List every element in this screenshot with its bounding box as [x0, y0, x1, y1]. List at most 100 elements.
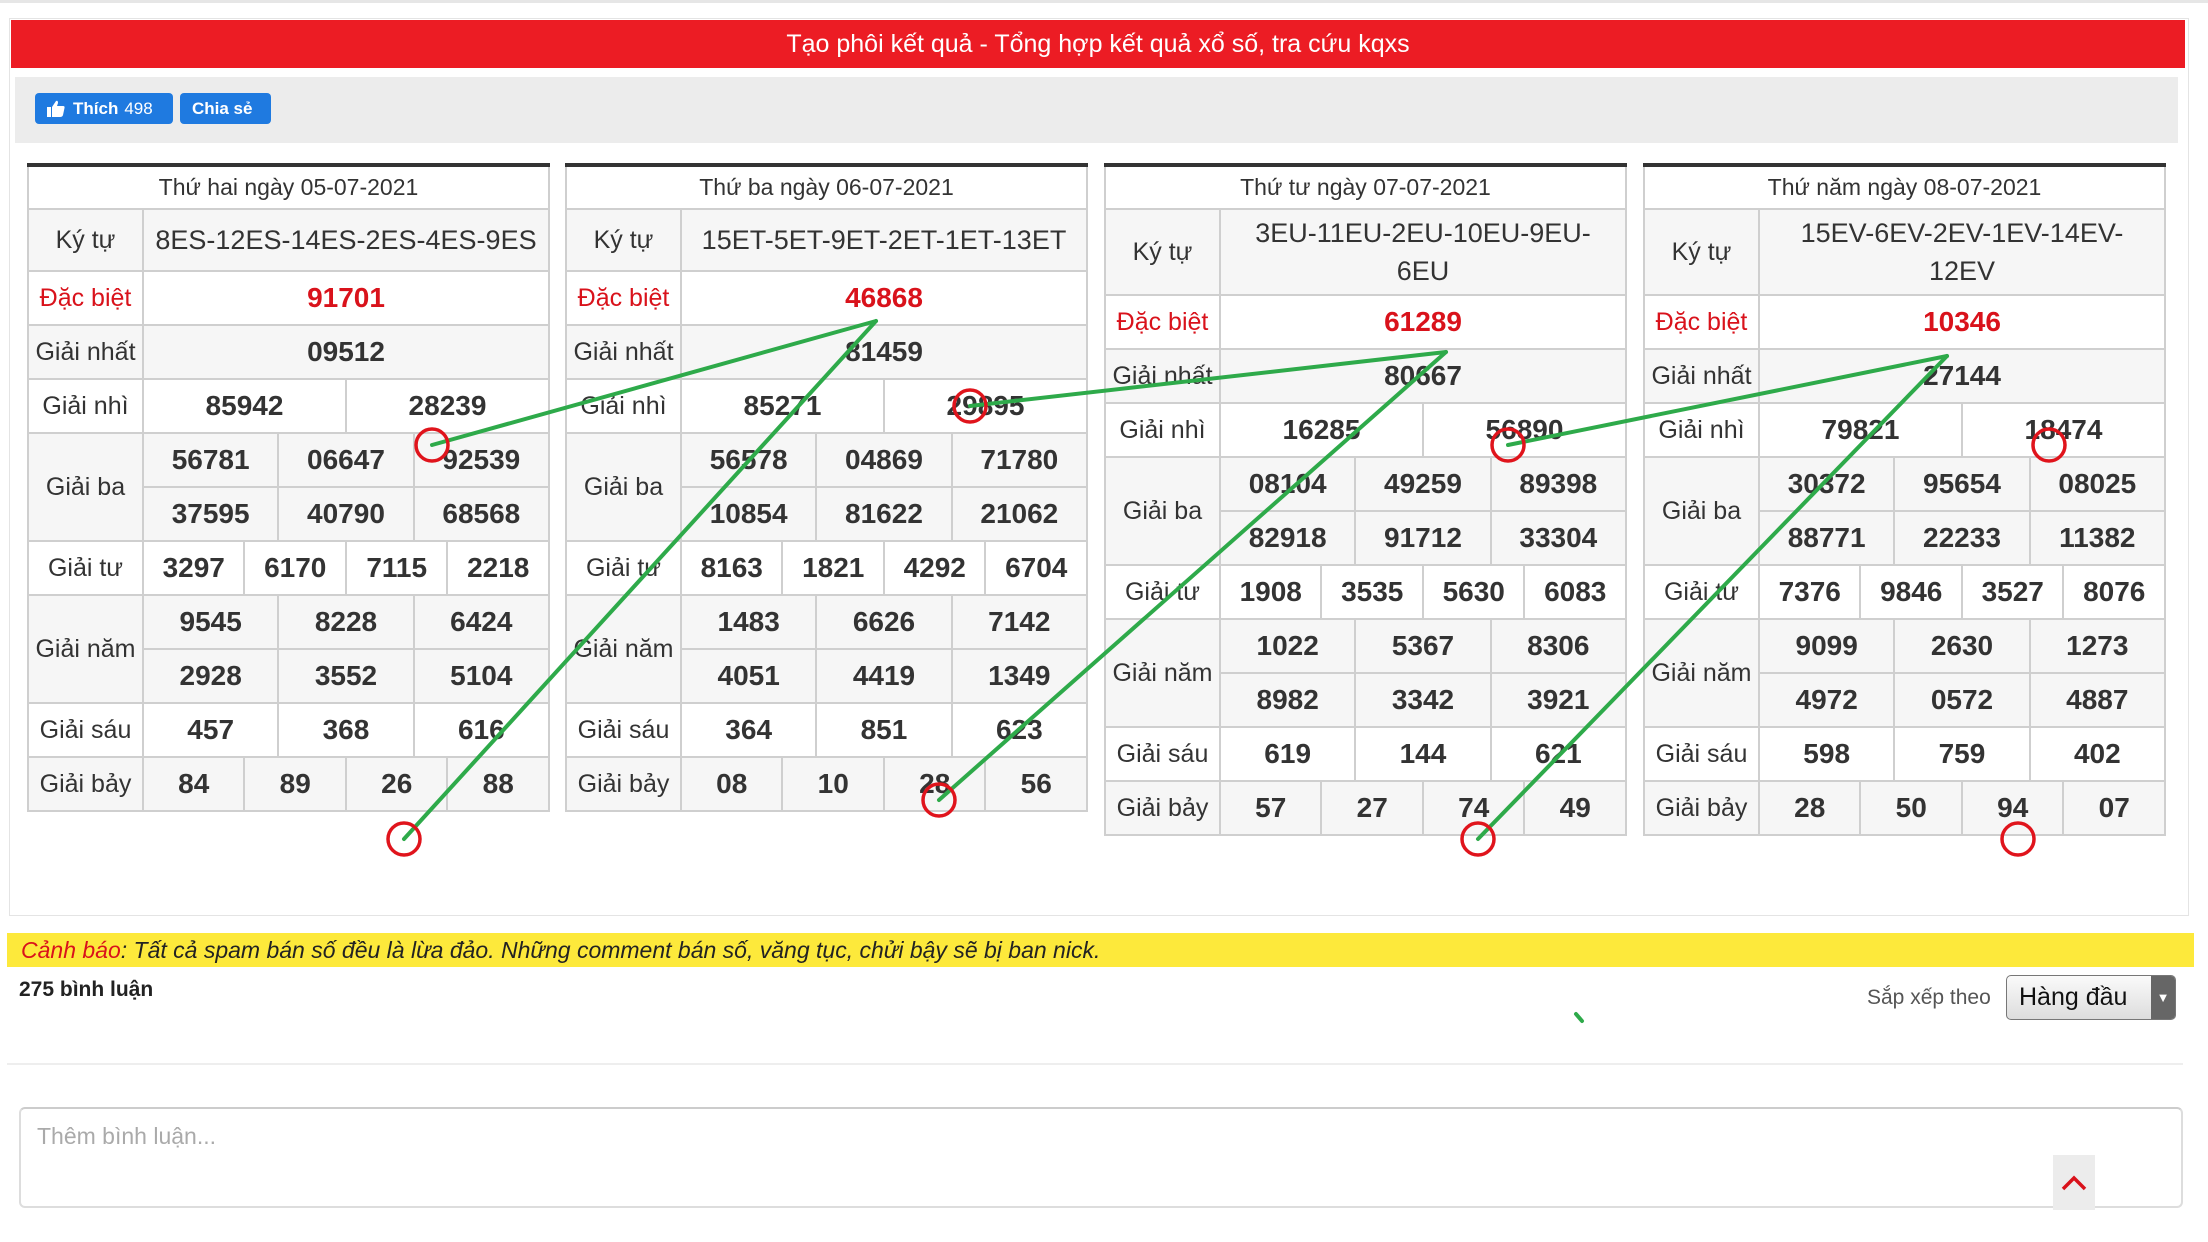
- share-button[interactable]: Chia sẻ: [180, 93, 271, 124]
- prize-ba-value: 06647: [277, 432, 415, 488]
- like-label: Thích: [73, 98, 119, 118]
- row-label-nam: Giải năm: [1643, 618, 1760, 728]
- prize-tu-value: 7115: [344, 540, 449, 596]
- prize-tu-value: 8163: [679, 540, 784, 596]
- sort-select[interactable]: Hàng đầu ▼: [2006, 975, 2176, 1020]
- prize-tu-value: 6083: [1523, 564, 1627, 620]
- scroll-to-top-button[interactable]: [2053, 1155, 2095, 1210]
- row-label-tu: Giải tư: [565, 540, 682, 596]
- prize-sau-value: 759: [1893, 726, 2031, 782]
- prize-bay-value: 10: [781, 756, 885, 812]
- prize-bay-value: 94: [1960, 780, 2065, 836]
- dropdown-arrow-icon: ▼: [2151, 976, 2175, 1019]
- prize-ba-value: 68568: [412, 486, 551, 542]
- row-label-tu: Giải tư: [1104, 564, 1221, 620]
- row-label-nam: Giải năm: [27, 594, 144, 704]
- row-label-ky-tu: Ký tự: [1104, 208, 1221, 296]
- prize-nam-value: 9545: [141, 594, 280, 650]
- special-prize-value: 91701: [142, 270, 550, 326]
- prize-nam-value: 8228: [277, 594, 415, 650]
- row-label-dac-biet: Đặc biệt: [1643, 294, 1760, 350]
- first-prize-value: 81459: [680, 324, 1088, 380]
- prize-sau-value: 598: [1757, 726, 1896, 782]
- prize-ba-value: 56781: [141, 432, 280, 488]
- prize-nam-value: 3342: [1354, 672, 1492, 728]
- prize-nhi-value: 79821: [1758, 402, 1963, 458]
- result-table: Thứ ba ngày 06-07-2021 Ký tự 15ET-5ET-9ET-…: [565, 163, 1089, 812]
- table-date-header: Thứ ba ngày 06-07-2021: [565, 164, 1088, 210]
- prize-ba-value: 22233: [1893, 510, 2031, 566]
- prize-tu-value: 1908: [1218, 564, 1323, 620]
- row-label-giai-nhat: Giải nhất: [1104, 348, 1221, 404]
- prize-tu-value: 2218: [446, 540, 550, 596]
- prize-nam-value: 3552: [277, 648, 415, 704]
- row-label-bay: Giải bảy: [27, 756, 144, 812]
- thumbs-up-icon: [47, 100, 65, 117]
- prize-tu-value: 4292: [882, 540, 987, 596]
- prize-nam-value: 4419: [815, 648, 953, 704]
- prize-nam-value: 4972: [1757, 672, 1896, 728]
- like-count: 498: [124, 98, 153, 118]
- row-label-nhi: Giải nhì: [1643, 402, 1760, 458]
- row-label-ky-tu: Ký tự: [565, 208, 682, 272]
- prize-nam-value: 8306: [1489, 618, 1628, 674]
- ky-tu-value: 8ES-12ES-14ES-2ES-4ES-9ES: [142, 208, 550, 272]
- prize-bay-value: 84: [141, 756, 246, 812]
- prize-bay-value: 89: [243, 756, 347, 812]
- prize-nam-value: 2928: [141, 648, 280, 704]
- prize-sau-value: 616: [412, 702, 551, 758]
- prize-nhi-value: 56890: [1421, 402, 1628, 458]
- row-label-bay: Giải bảy: [1104, 780, 1221, 836]
- prize-bay-value: 50: [1859, 780, 1963, 836]
- row-label-nam: Giải năm: [1104, 618, 1221, 728]
- row-label-sau: Giải sáu: [565, 702, 682, 758]
- page-title: Tạo phôi kết quả - Tổng hợp kết quả xổ s…: [786, 29, 1410, 58]
- prize-ba-value: 11382: [2028, 510, 2167, 566]
- row-label-giai-nhat: Giải nhất: [1643, 348, 1760, 404]
- prize-bay-value: 26: [344, 756, 449, 812]
- annotation-stray-mark: [1574, 1012, 1584, 1023]
- prize-nam-value: 3921: [1489, 672, 1628, 728]
- prize-ba-value: 95654: [1893, 456, 2031, 512]
- prize-nhi-value: 85271: [680, 378, 885, 434]
- prize-sau-value: 144: [1354, 726, 1492, 782]
- prize-tu-value: 3535: [1320, 564, 1424, 620]
- prize-nam-value: 1483: [679, 594, 818, 650]
- prize-tu-value: 6704: [984, 540, 1088, 596]
- row-label-dac-biet: Đặc biệt: [1104, 294, 1221, 350]
- table-date-header: Thứ hai ngày 05-07-2021: [27, 164, 550, 210]
- row-label-dac-biet: Đặc biệt: [27, 270, 144, 326]
- row-label-giai-nhat: Giải nhất: [565, 324, 682, 380]
- ky-tu-value: 15ET-5ET-9ET-2ET-1ET-13ET: [680, 208, 1088, 272]
- chevron-up-icon: [2061, 1175, 2087, 1190]
- prize-nam-value: 5104: [412, 648, 551, 704]
- prize-ba-value: 88771: [1757, 510, 1896, 566]
- row-label-ba: Giải ba: [27, 432, 144, 542]
- share-label: Chia sẻ: [192, 98, 253, 118]
- row-label-tu: Giải tư: [27, 540, 144, 596]
- prize-ba-value: 82918: [1218, 510, 1357, 566]
- prize-nhi-value: 85942: [142, 378, 347, 434]
- prize-ba-value: 91712: [1354, 510, 1492, 566]
- row-label-ba: Giải ba: [1643, 456, 1760, 566]
- like-button[interactable]: Thích 498: [35, 93, 173, 124]
- prize-sau-value: 623: [950, 702, 1089, 758]
- table-date-header: Thứ năm ngày 08-07-2021: [1643, 164, 2166, 210]
- prize-nhi-value: 28239: [344, 378, 551, 434]
- row-label-nhi: Giải nhì: [1104, 402, 1221, 458]
- prize-tu-value: 7376: [1757, 564, 1862, 620]
- comment-input[interactable]: [19, 1107, 2183, 1208]
- result-table: Thứ hai ngày 05-07-2021 Ký tự 8ES-12ES-14E…: [27, 163, 551, 812]
- social-bar: Thích 498 Chia sẻ: [15, 77, 2178, 143]
- prize-ba-value: 40790: [277, 486, 415, 542]
- row-label-ky-tu: Ký tự: [1643, 208, 1760, 296]
- ky-tu-value: 3EU-11EU-2EU-10EU-9EU-6EU: [1219, 208, 1627, 296]
- prize-bay-value: 28: [1757, 780, 1862, 836]
- row-label-nhi: Giải nhì: [565, 378, 682, 434]
- prize-tu-value: 3527: [1960, 564, 2065, 620]
- prize-sau-value: 457: [141, 702, 280, 758]
- prize-tu-value: 8076: [2062, 564, 2166, 620]
- prize-bay-value: 27: [1320, 780, 1424, 836]
- first-prize-value: 27144: [1758, 348, 2166, 404]
- prize-nam-value: 7142: [950, 594, 1089, 650]
